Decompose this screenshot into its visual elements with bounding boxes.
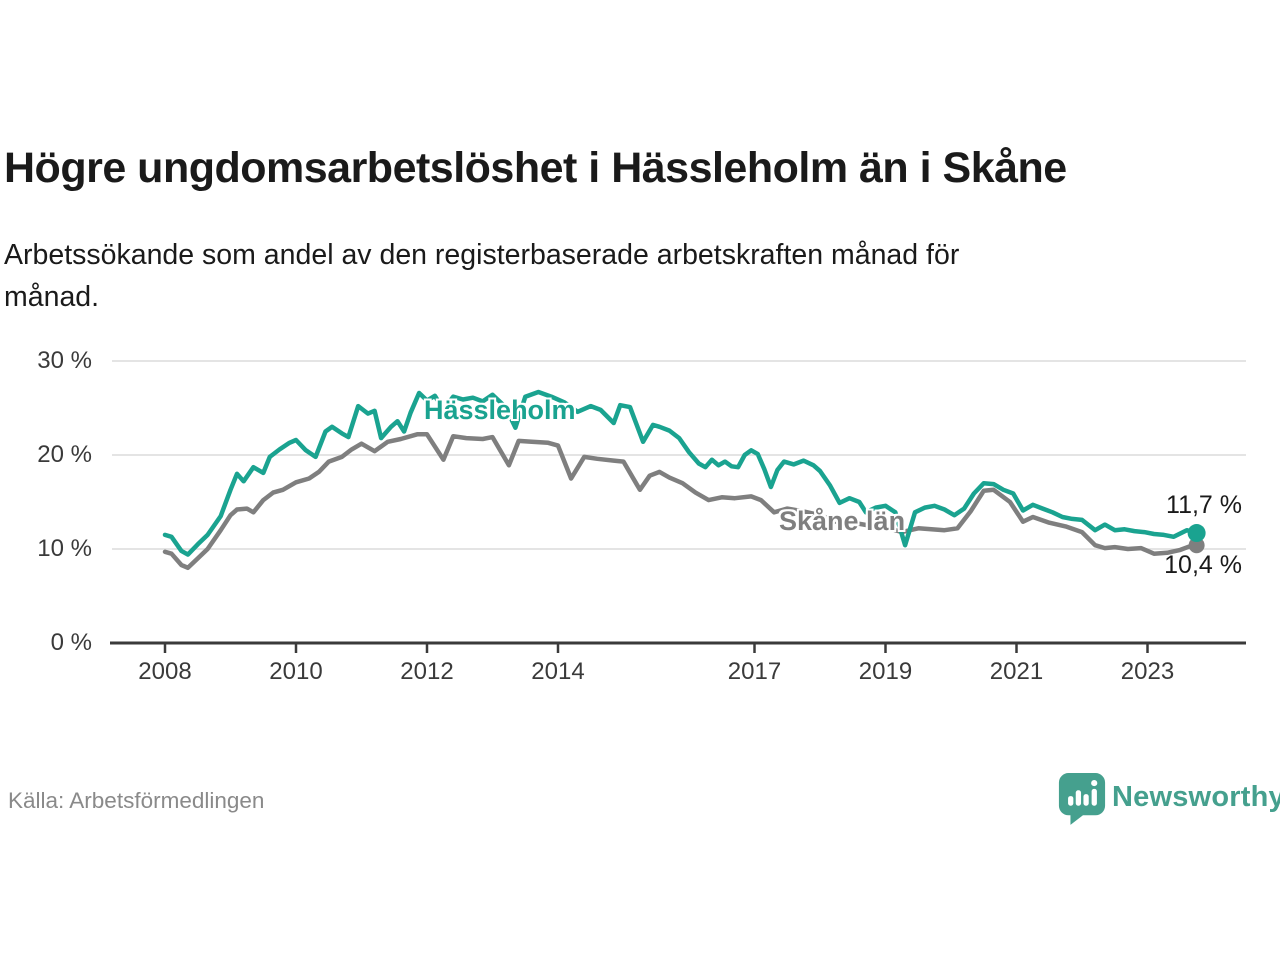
series-label-skane: Skåne län bbox=[779, 506, 906, 536]
hassleholm-line bbox=[162, 389, 1199, 557]
y-axis-label: 30 % bbox=[37, 347, 92, 374]
x-axis-label: 2017 bbox=[727, 658, 782, 685]
x-axis-label: 2014 bbox=[531, 658, 585, 685]
end-value-hassleholm: 11,7 % bbox=[1166, 491, 1242, 519]
brand-name: Newsworthy bbox=[1112, 781, 1280, 813]
y-axis-label: 20 % bbox=[37, 441, 92, 468]
x-axis-label: 2019 bbox=[858, 658, 913, 685]
skane-line bbox=[162, 432, 1199, 571]
x-axis-label: 2010 bbox=[269, 658, 323, 685]
chart-subtitle-line2: månad. bbox=[4, 281, 100, 313]
y-axis-label: 10 % bbox=[37, 535, 92, 562]
newsworthy-logo-icon bbox=[1058, 773, 1106, 825]
x-axis-label: 2021 bbox=[989, 658, 1044, 685]
end-value-skane: 10,4 % bbox=[1164, 551, 1242, 579]
x-axis-label: 2008 bbox=[138, 658, 192, 685]
page-title: Högre ungdomsarbetslöshet i Hässleholm ä… bbox=[4, 144, 1067, 192]
series-label-hassleholm: Hässleholm bbox=[424, 395, 576, 425]
skane-end-dot bbox=[1188, 537, 1205, 554]
unemployment-line-chart bbox=[110, 360, 1246, 653]
x-axis-label: 2023 bbox=[1120, 658, 1175, 685]
y-axis-label: 0 % bbox=[50, 629, 92, 656]
hassleholm-end-dot bbox=[1187, 524, 1206, 543]
chart-subtitle-line1: Arbetssökande som andel av den registerb… bbox=[4, 239, 960, 271]
x-axis-label: 2012 bbox=[400, 658, 454, 685]
source-credit: Källa: Arbetsförmedlingen bbox=[8, 788, 265, 813]
